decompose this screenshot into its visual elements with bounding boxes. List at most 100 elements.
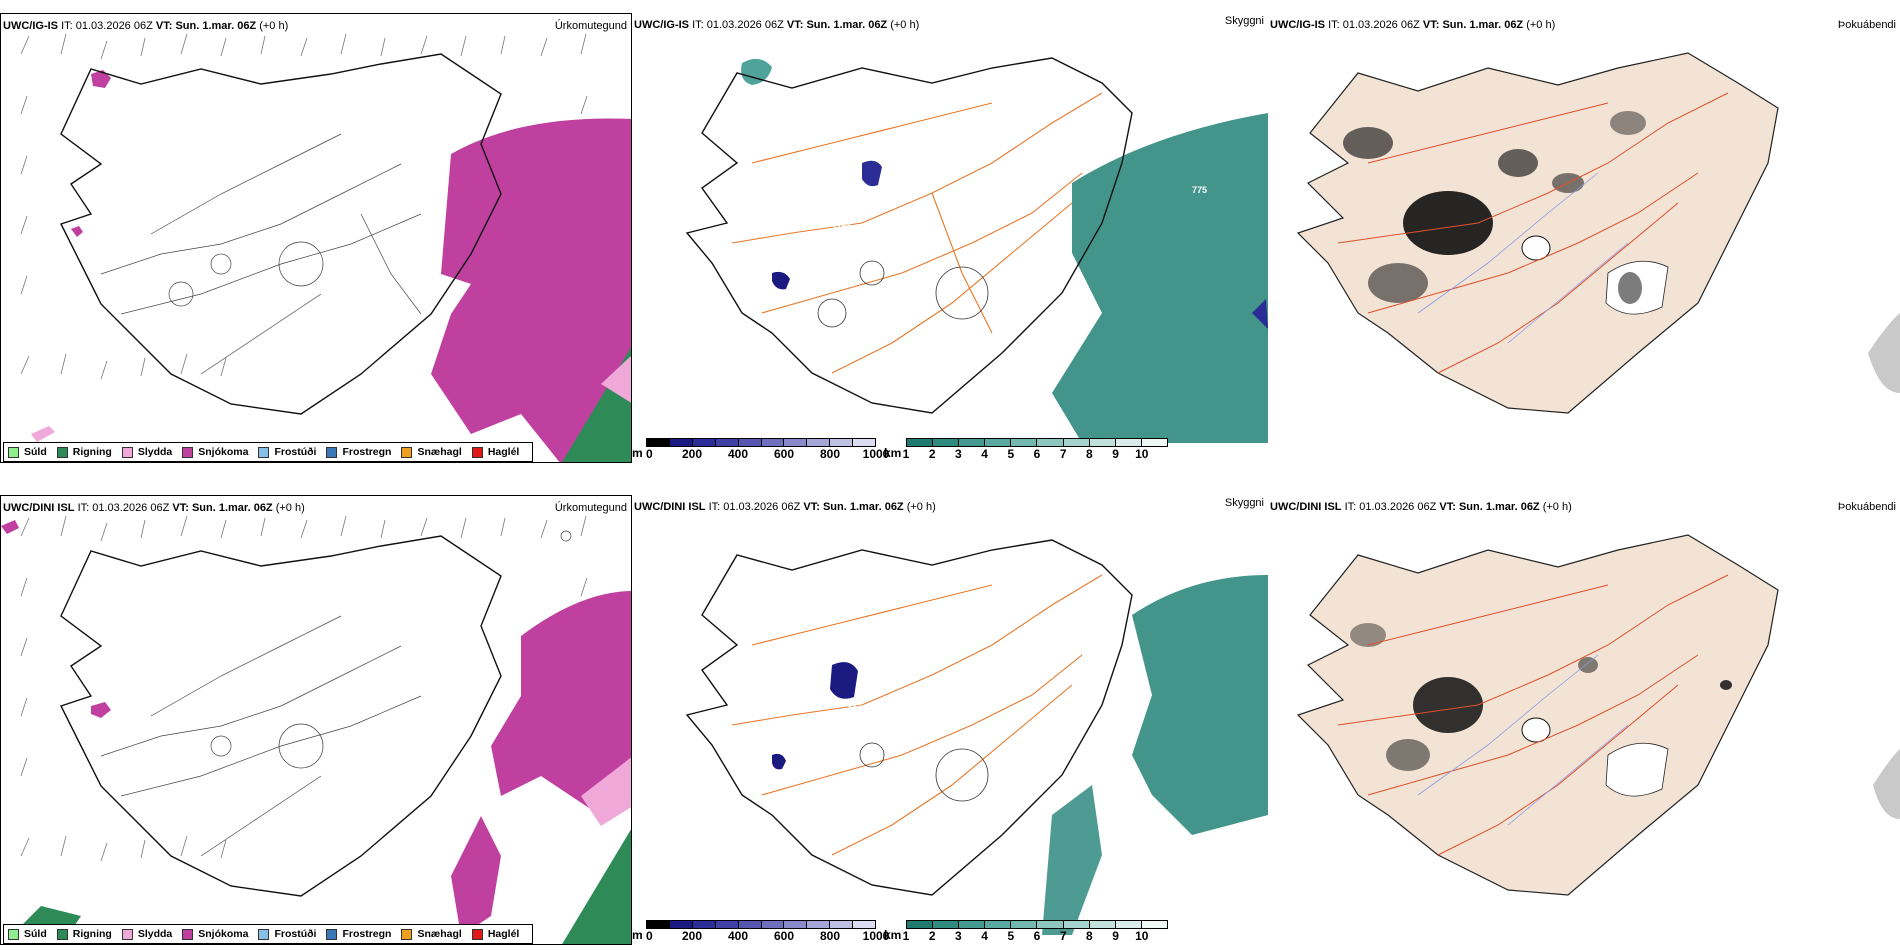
cloudbase-panel-row2: UWC/DINI ISL IT: 01.03.2026 06Z VT: Sun.… — [632, 495, 1268, 945]
legend-swatch — [8, 928, 19, 940]
colorbar-tick-label: 200 — [681, 447, 703, 461]
colorbar-segment — [830, 921, 854, 928]
precip-map — [20, 33, 631, 462]
legend-swatch — [326, 928, 338, 940]
legend-item: Slydda — [121, 928, 173, 940]
colorbar-segment — [985, 921, 1012, 928]
map-label: 775 — [1192, 185, 1207, 195]
colorbar-segment — [1089, 439, 1116, 446]
colorbar-segment — [1011, 439, 1038, 446]
cloudcover-map — [1296, 534, 1900, 896]
legend-item: Súld — [8, 928, 47, 940]
colorbar-tick-label: 200 — [681, 929, 703, 943]
cloudcover-panel-row1: UWC/IG-IS IT: 01.03.2026 06Z VT: Sun. 1.… — [1268, 13, 1900, 463]
colorbar-tick-label: 9 — [1112, 929, 1119, 943]
colorbar-segment — [1089, 921, 1116, 928]
colorbar-tick-label: 2 — [928, 929, 936, 943]
legend-swatch — [258, 446, 270, 458]
colorbar-tick-label: 10 — [1135, 929, 1149, 943]
colorbar-tick-label: 400 — [727, 929, 749, 943]
colorbar-tick-label: 1000 — [862, 929, 890, 943]
legend-label: Súld — [24, 446, 47, 458]
colorbar-tick-label: 3 — [955, 929, 962, 943]
colorbar-segment — [692, 439, 716, 446]
legend-label: Slydda — [137, 928, 173, 940]
precip-map — [1, 515, 631, 944]
panel-name: Úrkomutegund — [554, 502, 627, 514]
legend-swatch — [326, 446, 338, 458]
precip-panel-row1: UWC/IG-IS IT: 01.03.2026 06Z VT: Sun. 1.… — [0, 13, 632, 463]
map-label: 400 — [837, 245, 852, 255]
panel-title: UWC/DINI ISL IT: 01.03.2026 06Z VT: Sun.… — [634, 501, 936, 513]
legend-label: Haglél — [487, 928, 520, 940]
legend-label: Frostregn — [342, 446, 392, 458]
map-label: 23 — [707, 241, 717, 251]
colorbar-segment — [1115, 921, 1142, 928]
colorbar-segment — [715, 921, 739, 928]
colorbar-segment — [715, 439, 739, 446]
legend-label: Rigning — [72, 928, 112, 940]
colorbar-segment — [807, 439, 831, 446]
legend-swatch — [258, 928, 270, 940]
colorbar-tick-label: 6 — [1033, 447, 1041, 461]
legend-swatch — [56, 928, 68, 940]
colorbar-tick-label: 3 — [955, 447, 962, 461]
map-label: 110 — [848, 704, 863, 714]
legend-item: Snæhagl — [401, 446, 462, 458]
colorbar-segment — [784, 921, 808, 928]
colorbar-segment — [907, 921, 934, 928]
precip-type-legend: Súld Rigning Slydda Snjókoma Frostúði Frostre… — [3, 924, 533, 944]
colorbar-tick-label: 800 — [819, 929, 841, 943]
colorbar-segment — [1037, 439, 1064, 446]
legend-label: Frostúði — [274, 446, 317, 458]
colorbar-tick-label: 0 — [646, 929, 653, 943]
colorbar-tick-label: 600 — [773, 447, 795, 461]
legend-label: Haglél — [487, 446, 520, 458]
precip-type-legend: Súld Rigning Slydda Snjókoma Frostúði Frostre… — [3, 442, 533, 462]
colorbar-tick-label: 600 — [773, 929, 795, 943]
colorbar-tick-label: 4 — [981, 929, 988, 943]
legend-swatch — [182, 446, 194, 458]
legend-label: Snæhagl — [417, 446, 462, 458]
map-label: 1193 — [832, 223, 852, 233]
colorbar-segment — [959, 921, 986, 928]
colorbar-tick-label: 8 — [1086, 447, 1093, 461]
panel-title: UWC/IG-IS IT: 01.03.2026 06Z VT: Sun. 1.… — [634, 19, 920, 31]
colorbar-unit: km — [884, 928, 902, 942]
colorbar-tick-label: 400 — [727, 447, 749, 461]
cloudbase-map: 256 1193 1016 775 20 400 23 — [685, 57, 1268, 443]
legend-swatch — [121, 928, 133, 940]
legend-item: Rigning — [56, 928, 112, 940]
map-label: 256 — [756, 83, 771, 93]
legend-label: Rigning — [72, 446, 112, 458]
colorbar-tick-label: 5 — [1007, 929, 1015, 943]
legend-item: Snjókoma — [182, 446, 248, 458]
panel-name: Þokuábendi — [1837, 19, 1896, 31]
legend-label: Frostregn — [342, 928, 392, 940]
colorbar-tick-label: 10 — [1135, 447, 1149, 461]
colorbar-segment — [1115, 439, 1142, 446]
colorbar-segment — [647, 439, 670, 446]
colorbar-tick-label: 1 — [902, 929, 910, 943]
legend-item: Rigning — [56, 446, 112, 458]
colorbar-m: m 0 200 400 600 800 1000 — [632, 920, 889, 943]
panel-title: UWC/DINI ISL IT: 01.03.2026 06Z VT: Sun.… — [3, 502, 305, 514]
colorbar-segment — [933, 439, 960, 446]
legend-swatch — [401, 446, 413, 458]
colorbar-segment — [830, 439, 854, 446]
legend-label: Snjókoma — [198, 928, 249, 940]
legend-label: Súld — [24, 928, 47, 940]
colorbar-tick-label: 5 — [1007, 447, 1015, 461]
legend-item: Súld — [8, 446, 47, 458]
colorbar-segment — [1037, 921, 1064, 928]
cloudcover-panel-row2: UWC/DINI ISL IT: 01.03.2026 06Z VT: Sun.… — [1268, 495, 1900, 945]
colorbar-segment — [647, 921, 670, 928]
colorbar-tick-label: 1000 — [862, 447, 890, 461]
colorbar-unit: m — [632, 928, 643, 942]
legend-item: Frostúði — [258, 928, 316, 940]
map-label: 20 — [802, 237, 812, 247]
colorbar-segment — [761, 439, 785, 446]
legend-item: Frostregn — [326, 446, 391, 458]
colorbar-tick-label: 0 — [646, 447, 653, 461]
colorbar-segment — [1141, 439, 1167, 446]
